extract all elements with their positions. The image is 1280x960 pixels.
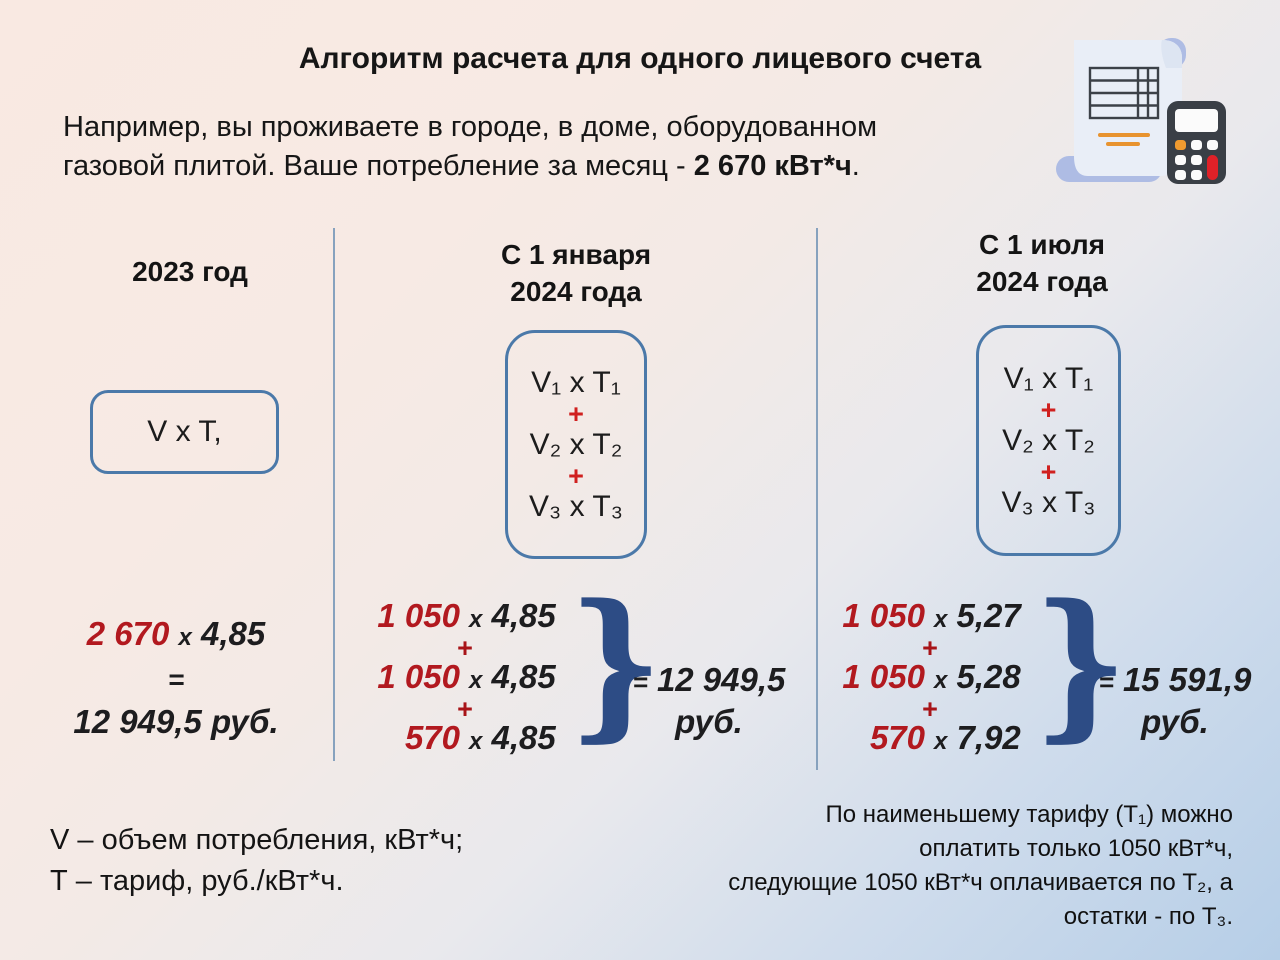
calc-expression: 2 670 x 4,85 [50, 612, 302, 660]
calc-row: 1 050 x 5,27 [827, 598, 1033, 638]
column-header-2023: 2023 год [132, 256, 248, 287]
column-divider-2 [816, 228, 818, 770]
note-line-3: следующие 1050 кВт*ч оплачивается по Т₂,… [728, 869, 1233, 896]
receipt-lines [1098, 133, 1150, 146]
formula-box-2023: V x T, [90, 390, 279, 474]
calculation-jan-2024: 1 050 x 4,85 + 1 050 x 4,85 + 570 x 4,85 [362, 598, 568, 760]
note-line-2: оплатить только 1050 кВт*ч, [919, 835, 1233, 862]
formula-term-1: V₁ x T₁ [531, 365, 621, 399]
plus-sign: + [457, 633, 473, 663]
formula-box-jan-2024: V₁ x T₁ + V₂ x T₂ + V₃ x T₃ [505, 330, 647, 559]
result-jan-2024: = 12 949,5 руб. [616, 660, 802, 742]
result-value: 15 591,9 [1122, 661, 1252, 698]
intro-paragraph: Например, вы проживаете в городе, в доме… [63, 108, 993, 186]
multiply-sign: x [934, 667, 948, 694]
note-line-4: остатки - по Т₃. [1063, 903, 1233, 930]
tariff-value: 4,85 [491, 597, 556, 634]
tariff-value: 4,85 [201, 615, 266, 652]
header-line-1: С 1 января [500, 239, 652, 270]
legend-line-volume: V – объем потребления, кВт*ч; [50, 824, 464, 856]
receipt-icon [1056, 38, 1186, 182]
result-jul-2024: = 15 591,9 руб. [1079, 660, 1271, 742]
brace-jul-2024: } [1033, 568, 1129, 757]
calc-row: 1 050 x 4,85 [362, 598, 568, 638]
tariff-value: 4,85 [491, 658, 556, 695]
column-divider-1 [333, 228, 335, 761]
tariff-value: 5,28 [956, 658, 1021, 695]
formula-term-2: V₂ x T₂ [1002, 423, 1095, 457]
legend: V – объем потребления, кВт*ч; Т – тариф,… [50, 820, 463, 902]
plus-sign: + [568, 460, 584, 491]
plus-sign: + [922, 694, 938, 724]
result-unit: руб. [675, 703, 743, 740]
multiply-sign: x [469, 606, 483, 633]
column-header-jul-2024: С 1 июля 2024 года [917, 226, 1167, 300]
volume-value: 2 670 [86, 615, 170, 652]
page-title: Алгоритм расчета для одного лицевого сче… [298, 42, 982, 75]
plus-sign: + [1040, 456, 1057, 487]
volume-value: 570 [404, 719, 460, 756]
multiply-sign: x [934, 606, 948, 633]
intro-consumption-value: 2 670 кВт*ч [693, 150, 852, 182]
calculation-jul-2024: 1 050 x 5,27 + 1 050 x 5,28 + 570 x 7,92 [827, 598, 1033, 760]
plus-sign: + [1040, 394, 1057, 425]
volume-value: 1 050 [842, 658, 925, 695]
formula-term-3: V₃ x T₃ [1001, 485, 1096, 519]
calc-row: 570 x 4,85 [362, 720, 568, 760]
plus-sign: + [922, 633, 938, 663]
receipt-calculator-icon [1056, 38, 1226, 184]
formula-2023: V x T, [147, 415, 222, 448]
header-line-2: 2024 года [510, 276, 642, 307]
multiply-sign: x [178, 624, 192, 651]
receipt-table [1088, 66, 1160, 120]
equals-sign: = [632, 667, 648, 697]
formula-term-1: V₁ x T₁ [1003, 361, 1094, 395]
formula-term-2: V₂ x T₂ [529, 427, 623, 461]
multiply-sign: x [469, 667, 483, 694]
calculation-2023: 2 670 x 4,85 = 12 949,5 руб. [50, 612, 302, 744]
formula-term-3: V₃ x T₃ [529, 489, 623, 523]
tariff-value: 4,85 [491, 719, 556, 756]
result-value: 12 949,5 [656, 661, 786, 698]
multiply-sign: x [469, 728, 483, 755]
volume-value: 1 050 [377, 658, 460, 695]
equals-sign: = [1098, 667, 1114, 697]
intro-line1: Например, вы проживаете в городе, в доме… [63, 111, 878, 143]
plus-sign: + [568, 398, 584, 429]
tariff-value: 7,92 [956, 719, 1021, 756]
plus-sign: + [457, 694, 473, 724]
calc-row: 1 050 x 5,28 [827, 659, 1033, 699]
volume-value: 1 050 [842, 597, 925, 634]
header-line-2: 2024 года [976, 266, 1108, 297]
result-unit: руб. [1141, 703, 1209, 740]
calculator-icon [1167, 101, 1226, 184]
calc-row: 1 050 x 4,85 [362, 659, 568, 699]
equals-sign: = [167, 664, 185, 695]
volume-value: 1 050 [377, 597, 460, 634]
multiply-sign: x [934, 728, 948, 755]
intro-line2-period: . [851, 150, 860, 182]
calc-result-2023: 12 949,5 руб. [73, 703, 279, 740]
note-line-1: По наименьшему тарифу (Т₁) можно [825, 801, 1233, 828]
formula-box-jul-2024: V₁ x T₁ + V₂ x T₂ + V₃ x T₃ [976, 325, 1121, 556]
header-line-1: С 1 июля [979, 229, 1105, 260]
tariff-value: 5,27 [956, 597, 1021, 634]
legend-line-tariff: Т – тариф, руб./кВт*ч. [50, 865, 344, 897]
calc-row: 570 x 7,92 [827, 720, 1033, 760]
brace-jan-2024: } [568, 568, 664, 757]
column-header-jan-2024: С 1 января 2024 года [451, 236, 701, 310]
tariff-note: По наименьшему тарифу (Т₁) можно оплатит… [620, 798, 1233, 934]
volume-value: 570 [869, 719, 925, 756]
intro-line2-text: газовой плитой. Ваше потребление за меся… [63, 150, 694, 182]
